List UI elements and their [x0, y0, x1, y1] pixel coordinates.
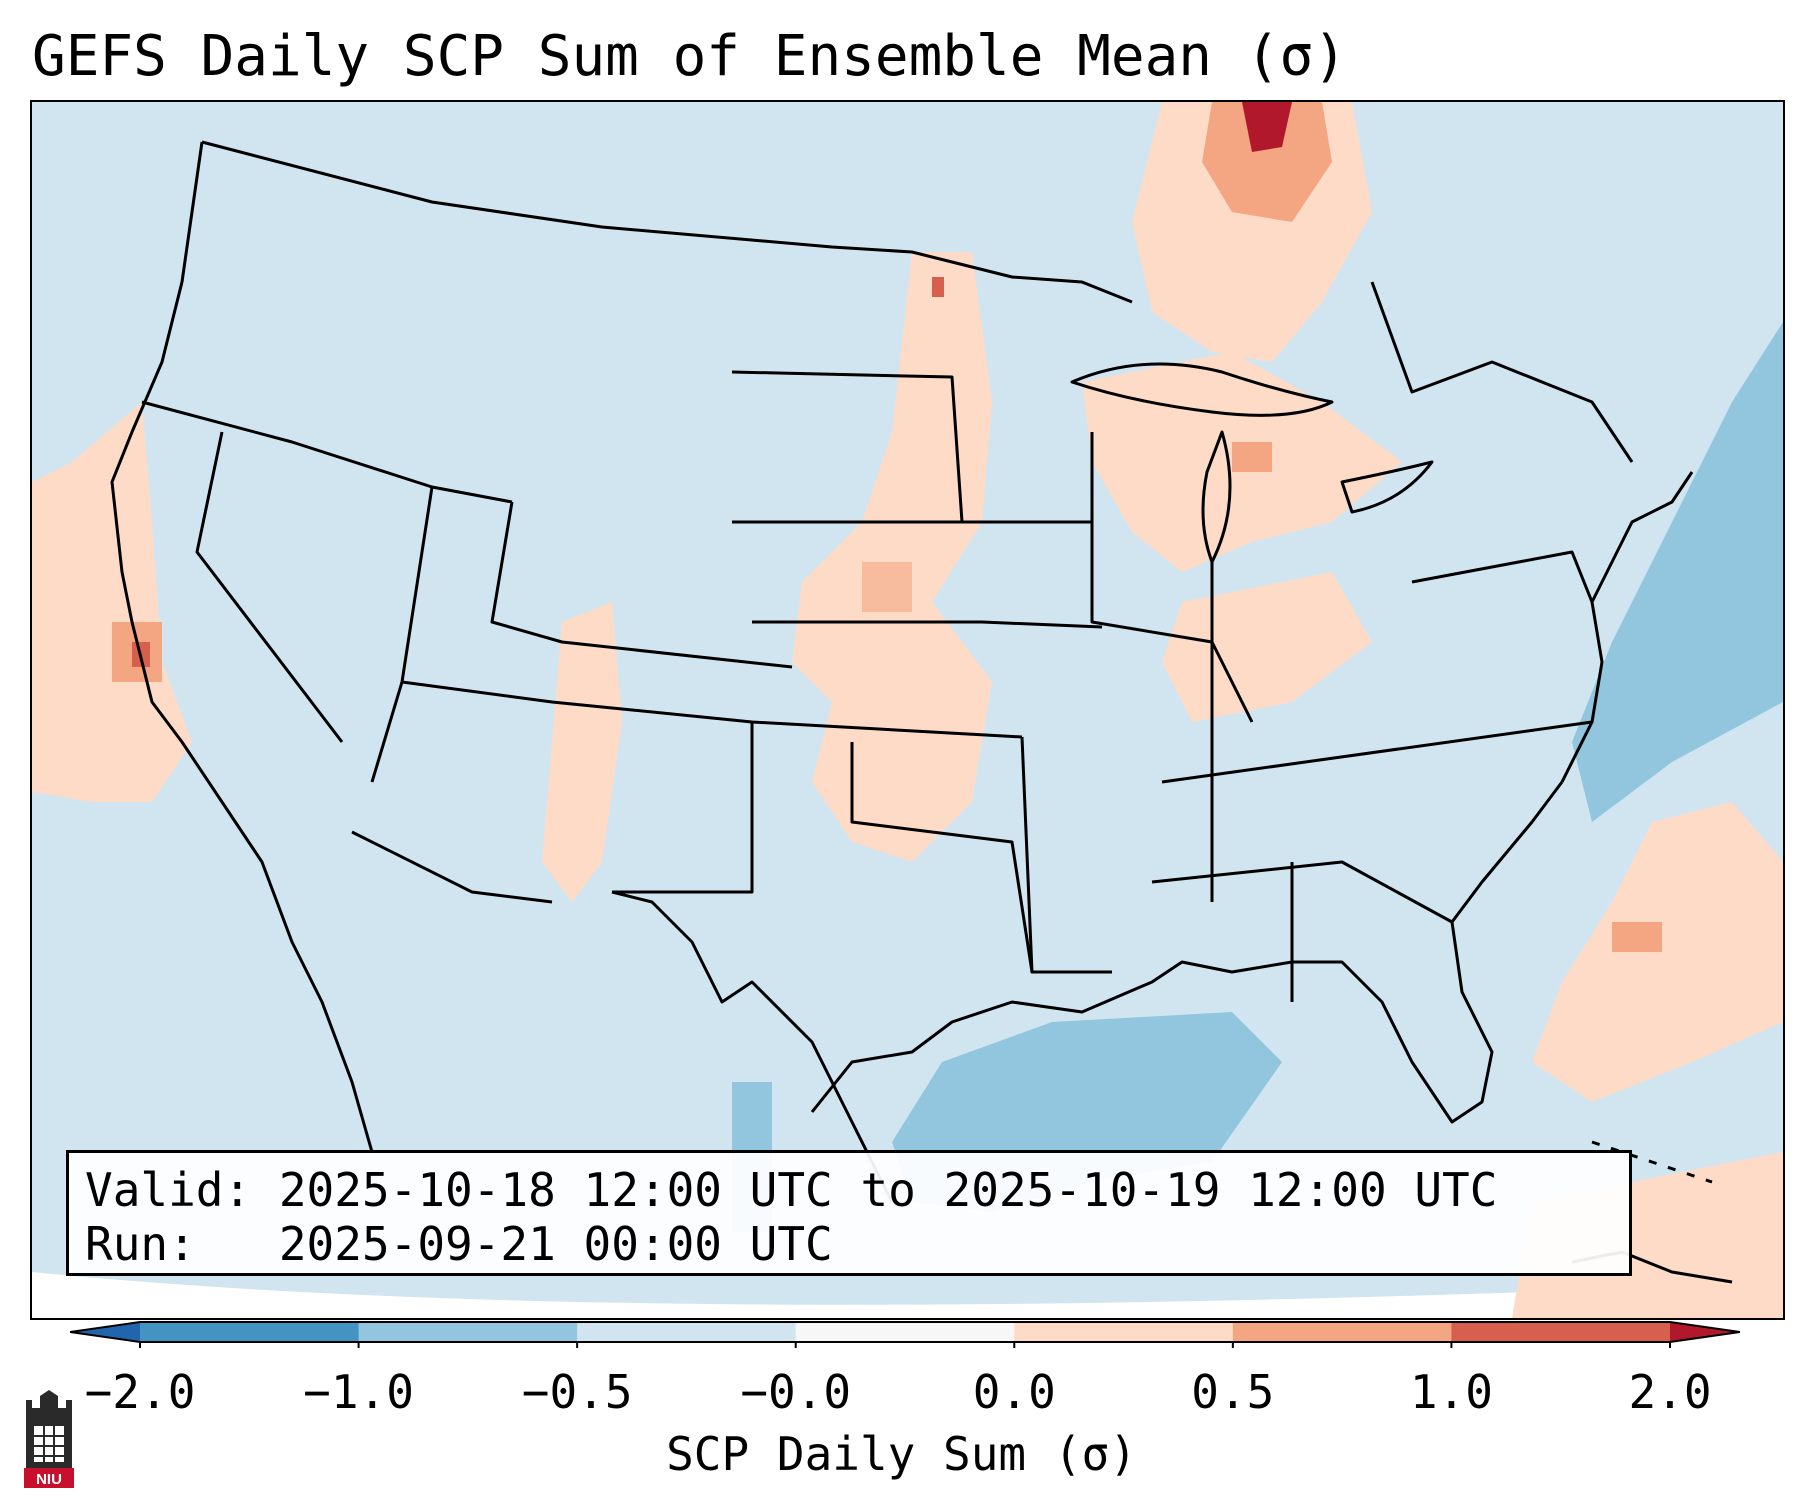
field-kansas-mid	[862, 562, 912, 612]
border-us-mexico-west	[351, 830, 553, 904]
border-us-canada	[201, 140, 1133, 304]
colorbar-label: SCP Daily Sum (σ)	[666, 1427, 1137, 1481]
lake-superior	[1070, 362, 1334, 417]
field-plains-high	[932, 277, 944, 297]
colorbar-segment	[1232, 1322, 1452, 1342]
field-atlantic-negative	[1572, 322, 1783, 822]
state-line-ms-al	[1210, 562, 1294, 1002]
state-line-dakotas	[731, 370, 964, 523]
state-line-ks	[752, 620, 1103, 629]
niu-logo-text: NIU	[36, 1471, 62, 1488]
colorbar-tick-label: −1.0	[303, 1365, 414, 1419]
state-line-nv	[195, 431, 344, 743]
colorbar-tick-label: 1.0	[1409, 1365, 1493, 1419]
colorbar	[70, 1321, 1740, 1348]
colorbar-tick-label: −0.5	[521, 1365, 633, 1419]
state-line-ut-w	[370, 486, 434, 783]
state-line-or-ca	[141, 400, 513, 504]
colorbar-tick-label: 0.0	[972, 1365, 1056, 1419]
colorbar-tick-label: 0.5	[1191, 1365, 1275, 1419]
boundaries	[110, 140, 1733, 1284]
colorbar-segment	[358, 1322, 578, 1342]
colorbar-segment	[1014, 1322, 1234, 1342]
field-greatlakes-mid	[1232, 442, 1272, 472]
colorbar-over-arrow	[1670, 1322, 1740, 1342]
coast-atlantic	[1560, 471, 1694, 783]
map-title: GEFS Daily SCP Sum of Ensemble Mean (σ)	[32, 24, 1347, 89]
map-panel	[30, 100, 1785, 1320]
field-canada-extreme	[1242, 102, 1292, 152]
colorbar-under-arrow	[70, 1322, 140, 1342]
colorbar-segment	[1451, 1322, 1671, 1342]
field-atlantic-mid	[1612, 922, 1662, 952]
state-line-co-n	[490, 501, 793, 669]
state-line-nm	[612, 722, 754, 894]
state-line-ar-la	[1020, 736, 1112, 974]
field-westcoast-positive	[32, 402, 192, 802]
valid-time-text: Valid: 2025-10-18 12:00 UTC to 2025-10-1…	[85, 1163, 1498, 1217]
state-line-pa	[1411, 550, 1594, 603]
state-line-ok-tx	[850, 742, 1034, 973]
colorbar-segment	[577, 1322, 797, 1342]
colorbar-segments	[70, 1321, 1740, 1348]
valid-run-box: Valid: 2025-10-18 12:00 UTC to 2025-10-1…	[66, 1150, 1632, 1276]
colorbar-segment	[140, 1322, 360, 1342]
state-line-ga	[1151, 860, 1453, 924]
colorbar-segment	[795, 1322, 1015, 1342]
field-plains-positive	[792, 252, 992, 862]
state-line-tn-nc	[1161, 720, 1593, 784]
border-us-mexico-tx	[611, 890, 894, 1203]
lake-michigan	[1201, 430, 1232, 564]
niu-logo: NIU	[24, 1390, 74, 1488]
colorbar-tick-label: 2.0	[1628, 1365, 1712, 1419]
lake-erie-ontario	[1340, 460, 1434, 514]
map-canvas	[32, 102, 1783, 1318]
colorbar-tick-label: −2.0	[84, 1365, 196, 1419]
field-canada-mid	[1202, 102, 1332, 222]
border-canada-east	[1370, 281, 1634, 463]
islands-bahamas	[1591, 1140, 1713, 1184]
projection-edge	[32, 1272, 1783, 1318]
state-line-36	[401, 680, 1023, 739]
scp-field	[32, 102, 1783, 1318]
field-rockies-positive	[542, 602, 622, 902]
colorbar-tick-label: −0.0	[740, 1365, 852, 1419]
coast-pacific	[110, 141, 374, 1153]
state-line-il-in	[1090, 432, 1254, 723]
run-time-text: Run: 2025-09-21 00:00 UTC	[85, 1217, 833, 1271]
field-ohio-positive	[1162, 572, 1372, 722]
coast-gulf	[810, 781, 1564, 1124]
